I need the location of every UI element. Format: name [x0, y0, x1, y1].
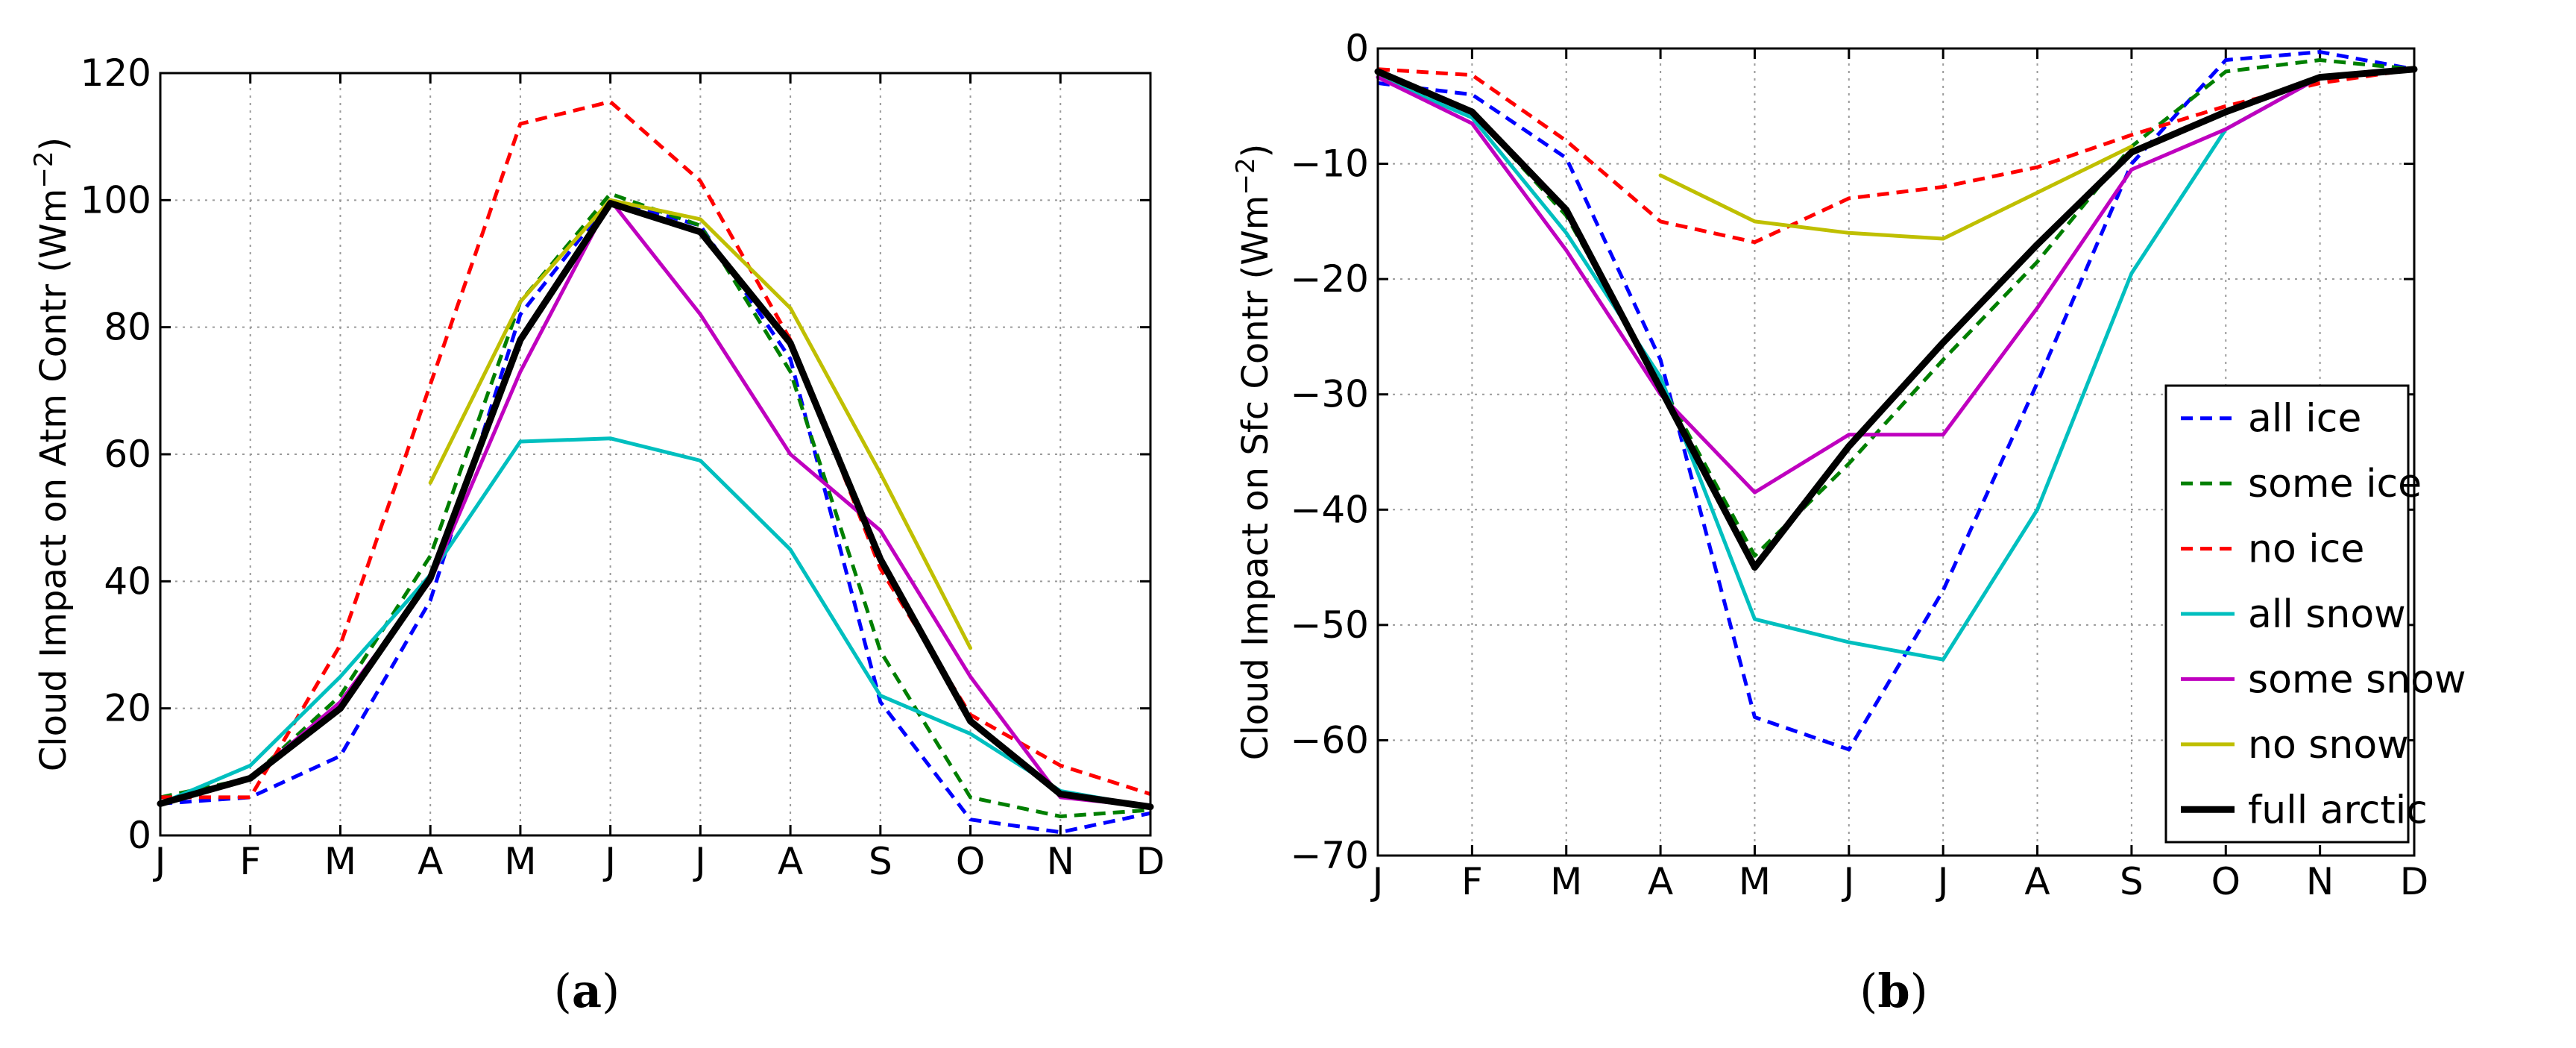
chart-b-xtick-label: A — [2024, 860, 2050, 903]
chart-b-xtick-label: J — [1370, 860, 1384, 903]
chart-b-ytick-label: −70 — [1290, 834, 1369, 877]
chart-b-series-no-ice — [1377, 67, 2415, 245]
chart-b-series-all-ice — [1377, 50, 2415, 752]
chart-a-xtick-label: F — [239, 840, 261, 883]
chart-a-xtick-label: J — [602, 840, 616, 883]
chart-a-xtick-label: N — [1047, 840, 1074, 883]
chart-b-ytick-label: −50 — [1290, 603, 1369, 647]
chart-a-series-no-snow — [428, 198, 972, 650]
chart-b-xtick-label: F — [1461, 860, 1483, 903]
chart-b-ytick-label: 0 — [1345, 27, 1369, 70]
caption-b: (b) — [1859, 964, 1928, 1018]
chart-a-xtick-label: D — [1136, 840, 1165, 883]
chart-a-xtick-label: M — [324, 840, 356, 883]
chart-a-ytick-label: 20 — [104, 687, 151, 730]
chart-b-legend-label: no snow — [2248, 723, 2409, 768]
chart-b-xtick-label: N — [2306, 860, 2334, 903]
chart-b-ytick-label: −40 — [1290, 488, 1369, 531]
chart-a-ytick-label: 40 — [104, 559, 151, 603]
chart-b-legend-label: no ice — [2248, 527, 2364, 572]
chart-a-xtick-label: J — [693, 840, 706, 883]
chart-b-xtick-label: S — [2120, 860, 2144, 903]
chart-a-series-all-ice — [160, 198, 1151, 835]
chart-a-ytick-label: 100 — [81, 178, 151, 222]
chart-b-series-full-arctic — [1374, 66, 2418, 571]
chart-b-legend-label: all ice — [2248, 397, 2361, 442]
chart-b-xtick-label: D — [2400, 860, 2429, 903]
chart-b-legend-label: all snow — [2248, 592, 2406, 637]
chart-a-ytick-label: 0 — [127, 814, 151, 857]
chart-a-series-no-ice — [160, 99, 1151, 800]
chart-a-ytick-label: 120 — [81, 51, 151, 95]
chart-b-ytick-label: −30 — [1290, 373, 1369, 416]
chart-b-ytick-label: −60 — [1290, 718, 1369, 762]
chart-a-series-some-snow — [158, 198, 1153, 809]
chart-b-legend-label: full arctic — [2248, 788, 2428, 832]
chart-b-plot-frame — [1376, 47, 2416, 857]
chart-b-legend-label: some snow — [2248, 657, 2466, 702]
chart-a-atm-contr: 0 20 40 60 80 100 120 J F M A M J J A S O N D Cloud Impact … — [29, 51, 1165, 883]
chart-a-series-some-ice — [160, 192, 1151, 818]
chart-b-ylabel: Cloud Impact on Sfc Contr (Wm−2) — [1231, 144, 1276, 761]
chart-a-series-all-snow — [158, 436, 1153, 809]
chart-a-xtick-label: S — [869, 840, 892, 883]
chart-b-ytick-label: −20 — [1290, 257, 1369, 301]
chart-a-xtick-label: M — [504, 840, 536, 883]
chart-b-sfc-contr: −70 −60 −50 −40 −30 −20 −10 0 J F M A M J J A S O N D Cloud … — [1231, 27, 2466, 903]
chart-a-ytick-label: 60 — [104, 433, 151, 476]
chart-a-series-full-arctic — [157, 200, 1154, 811]
chart-b-ytick-label: −10 — [1290, 142, 1369, 186]
chart-b-xtick-label: M — [1739, 860, 1771, 903]
chart-a-plot-frame — [159, 72, 1152, 837]
chart-a-xtick-label: A — [418, 840, 443, 883]
chart-a-ytick-label: 80 — [104, 306, 151, 349]
caption-a: (a) — [554, 964, 620, 1018]
chart-a-xtick-label: A — [778, 840, 803, 883]
chart-a-ylabel: Cloud Impact on Atm Contr (Wm−2) — [29, 137, 75, 771]
chart-b-xtick-label: M — [1550, 860, 1582, 903]
chart-b-xtick-label: O — [2211, 860, 2240, 903]
chart-b-xtick-label: J — [1936, 860, 1949, 903]
chart-b-xtick-label: A — [1648, 860, 1673, 903]
chart-b-series-no-snow — [1658, 144, 2134, 241]
chart-b-xtick-label: J — [1841, 860, 1854, 903]
chart-a-xtick-label: J — [153, 840, 166, 883]
chart-b-series-some-snow — [1376, 67, 2416, 495]
chart-b-legend-label: some ice — [2248, 462, 2422, 506]
chart-a-xtick-label: O — [956, 840, 985, 883]
